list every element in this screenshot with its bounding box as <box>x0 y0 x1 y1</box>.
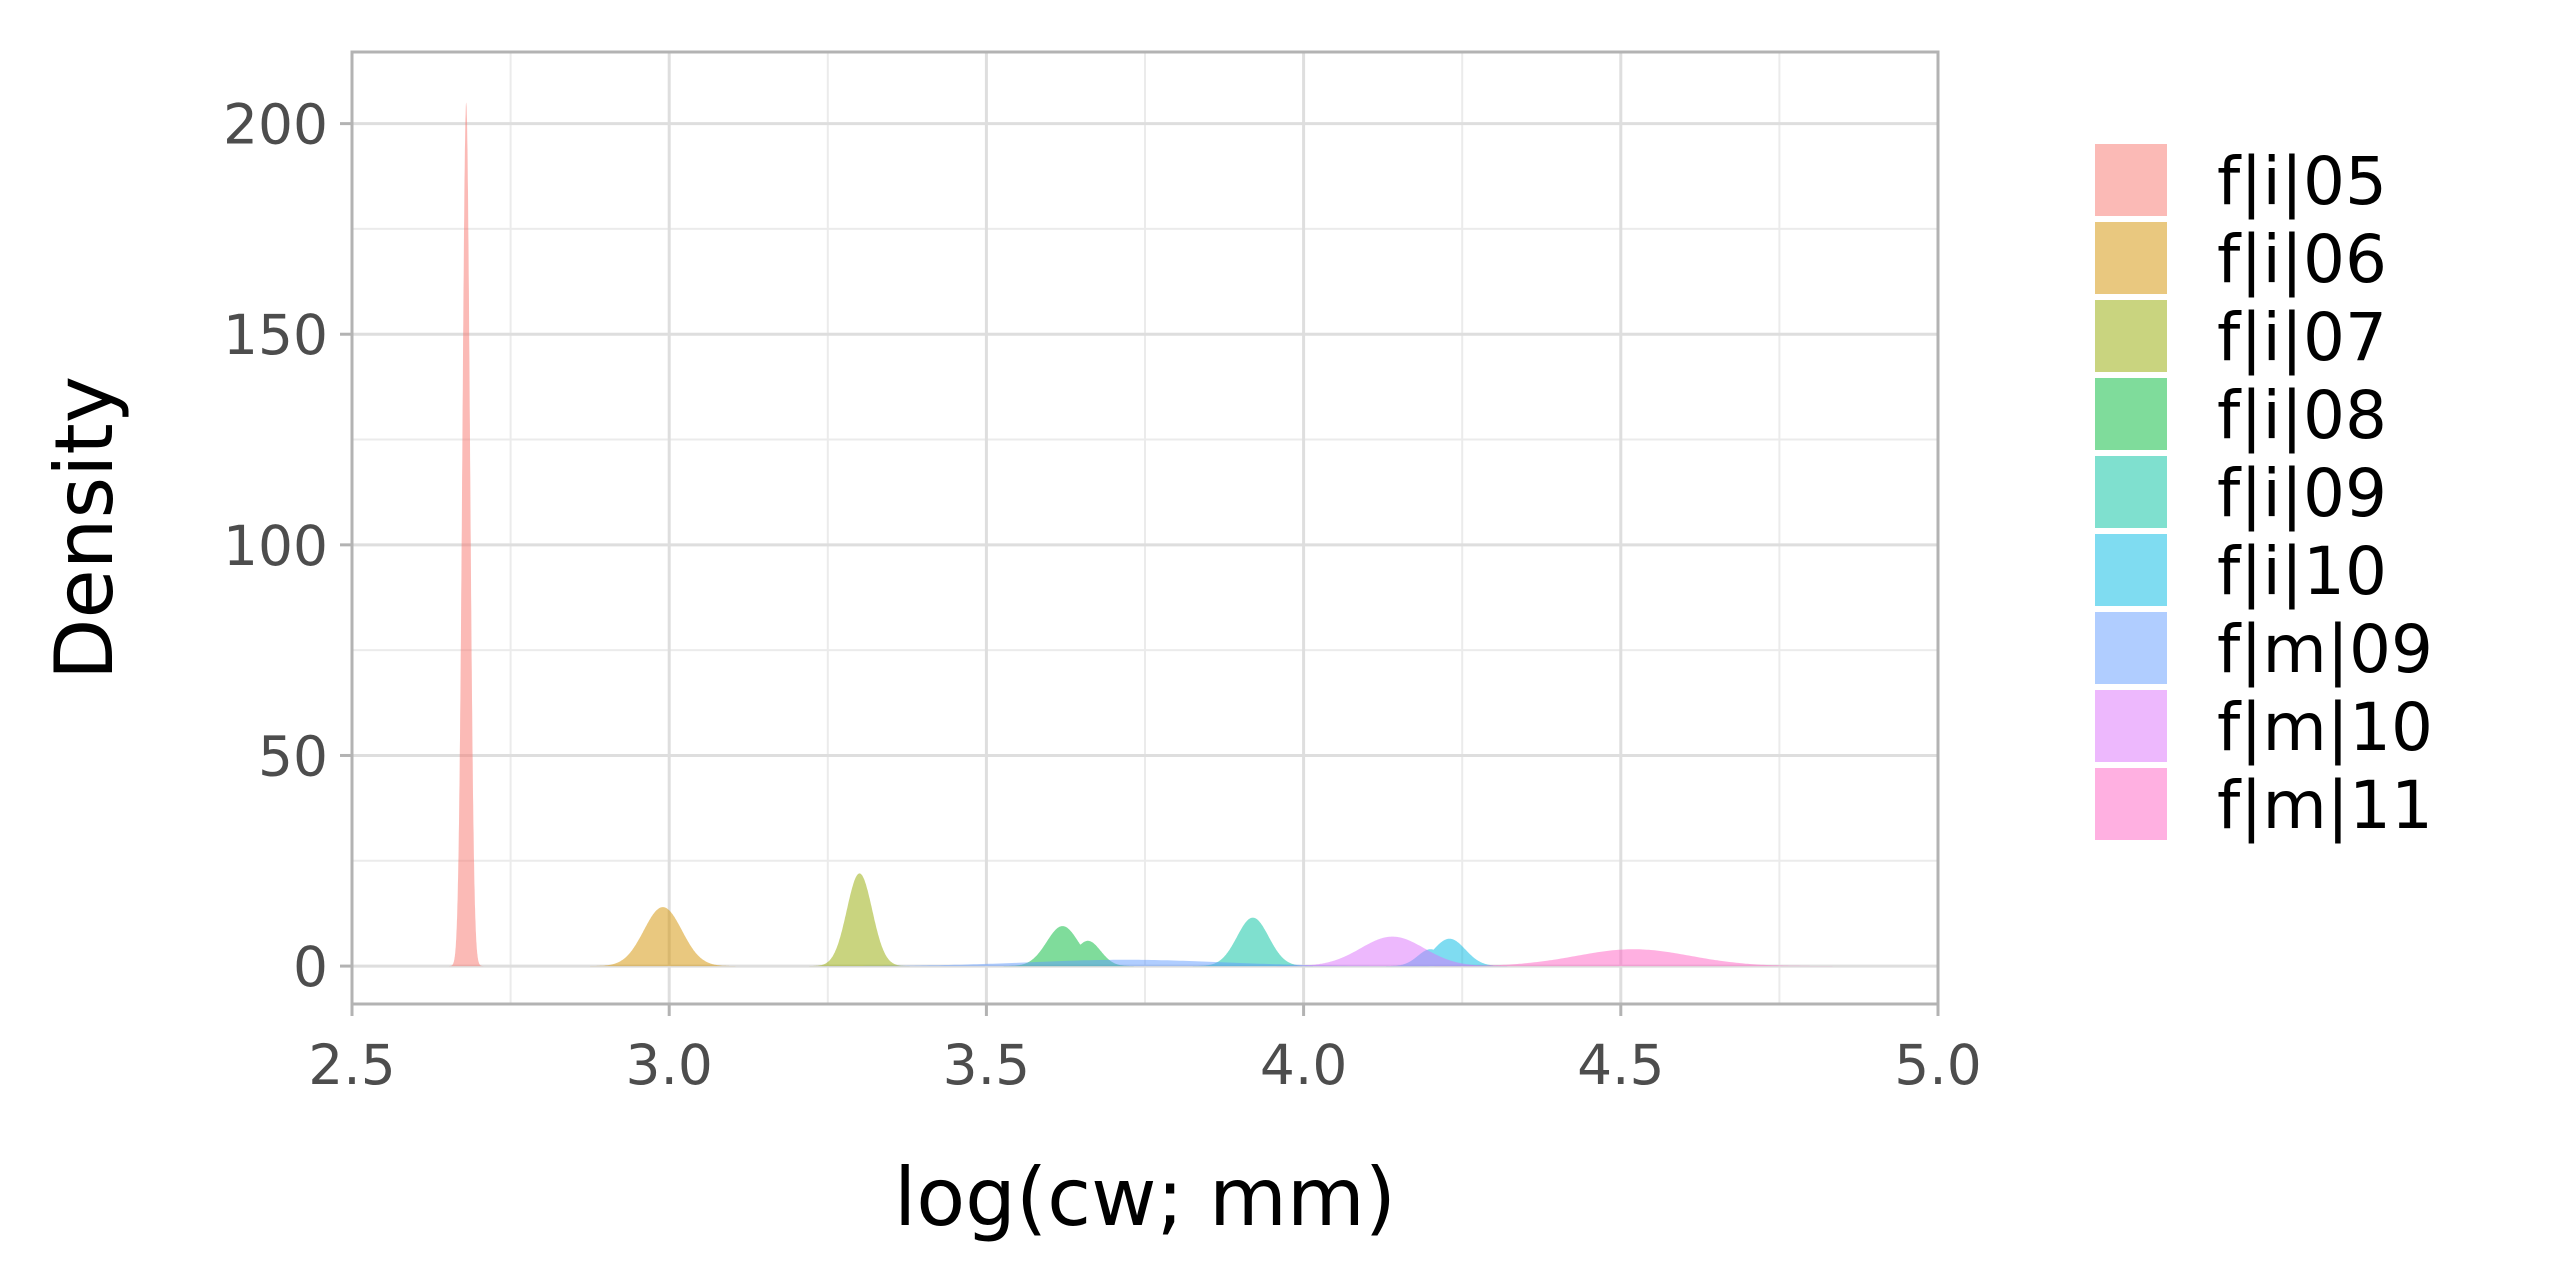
minor-gridlines <box>352 52 1938 1004</box>
legend-label: f|i|10 <box>2217 533 2387 610</box>
y-tick-label: 50 <box>258 724 328 788</box>
x-tick-label: 3.0 <box>625 1033 712 1097</box>
density-area <box>650 959 1602 967</box>
legend-label: f|i|05 <box>2217 143 2387 220</box>
legend-key <box>2095 534 2167 606</box>
legend-key <box>2095 144 2167 216</box>
y-tick-label: 0 <box>293 935 328 999</box>
density-areas <box>447 102 1919 967</box>
y-tick-label: 200 <box>223 93 328 157</box>
x-tick-label: 4.5 <box>1577 1033 1664 1097</box>
legend-key <box>2095 222 2167 294</box>
legend-label: f|m|09 <box>2217 611 2433 688</box>
legend-label: f|i|06 <box>2217 221 2387 298</box>
density-area <box>983 926 1152 967</box>
legend: f|i|05f|i|06f|i|07f|i|08f|i|09f|i|10f|m|… <box>2095 143 2433 844</box>
y-axis-title: Density <box>38 376 131 680</box>
y-axis-ticks: 0 50 100 150 200 <box>223 93 352 999</box>
density-area <box>1367 938 1529 967</box>
legend-label: f|m|11 <box>2217 767 2433 844</box>
legend-label: f|i|08 <box>2217 377 2387 454</box>
x-tick-label: 2.5 <box>308 1033 395 1097</box>
density-area <box>1173 917 1333 967</box>
legend-label: f|m|10 <box>2217 689 2433 766</box>
legend-key <box>2095 612 2167 684</box>
legend-label: f|i|09 <box>2217 455 2387 532</box>
x-tick-label: 4.0 <box>1260 1033 1347 1097</box>
x-tick-label: 3.5 <box>943 1033 1030 1097</box>
y-tick-label: 100 <box>223 514 328 578</box>
x-axis-ticks: 2.5 3.0 3.5 4.0 4.5 5.0 <box>308 1004 1982 1097</box>
legend-label: f|i|07 <box>2217 299 2387 376</box>
y-tick-label: 150 <box>223 303 328 367</box>
density-area <box>1233 936 1551 967</box>
legend-key <box>2095 768 2167 840</box>
legend-key <box>2095 690 2167 762</box>
density-area <box>796 873 923 967</box>
x-tick-label: 5.0 <box>1894 1033 1981 1097</box>
legend-key <box>2095 300 2167 372</box>
panel-border <box>350 50 1940 1006</box>
legend-key <box>2095 378 2167 450</box>
density-area <box>447 102 486 967</box>
legend-key <box>2095 456 2167 528</box>
density-area <box>1348 949 1919 967</box>
x-axis-title: log(cw; mm) <box>894 1151 1396 1244</box>
density-area <box>567 907 758 967</box>
